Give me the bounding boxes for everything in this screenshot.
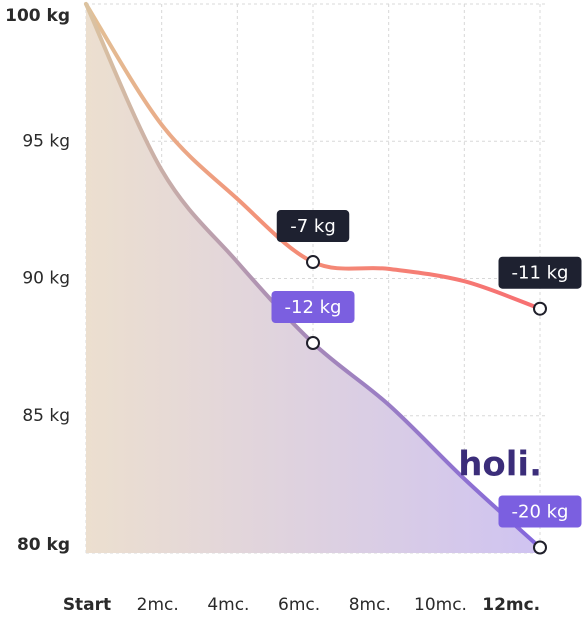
x-tick-label: 6mc. bbox=[278, 595, 320, 615]
annotation-box bbox=[498, 495, 582, 528]
brand-logo: holi. bbox=[458, 445, 542, 485]
annotation: -12 kg bbox=[285, 297, 342, 318]
x-tick-label: 12mc. bbox=[482, 595, 540, 615]
x-tick-label: 10mc. bbox=[414, 595, 467, 615]
line bbox=[84, 2, 542, 550]
annotation-box bbox=[276, 210, 350, 243]
annotation: -11 kg bbox=[512, 263, 569, 284]
annotation-box bbox=[271, 291, 355, 324]
x-tick-label: 8mc. bbox=[349, 595, 391, 615]
point bbox=[533, 301, 547, 316]
point bbox=[533, 540, 547, 555]
area bbox=[86, 4, 540, 553]
annotation: -20 kg bbox=[512, 502, 569, 523]
x-tick-label: 4mc. bbox=[207, 595, 249, 615]
y-tick-label: 95 kg bbox=[22, 131, 70, 151]
y-tick-label: 90 kg bbox=[22, 269, 70, 289]
line bbox=[84, 2, 542, 311]
point bbox=[306, 336, 320, 351]
y-tick-label: 85 kg bbox=[22, 406, 70, 426]
x-tick-label: Start bbox=[63, 595, 111, 615]
annotation: -7 kg bbox=[290, 216, 336, 237]
y-tick-label: 100 kg bbox=[5, 6, 70, 26]
x-tick-label: 2mc. bbox=[137, 595, 179, 615]
annotation-box bbox=[498, 256, 582, 289]
y-tick-label: 80 kg bbox=[17, 535, 70, 555]
point bbox=[306, 255, 320, 270]
